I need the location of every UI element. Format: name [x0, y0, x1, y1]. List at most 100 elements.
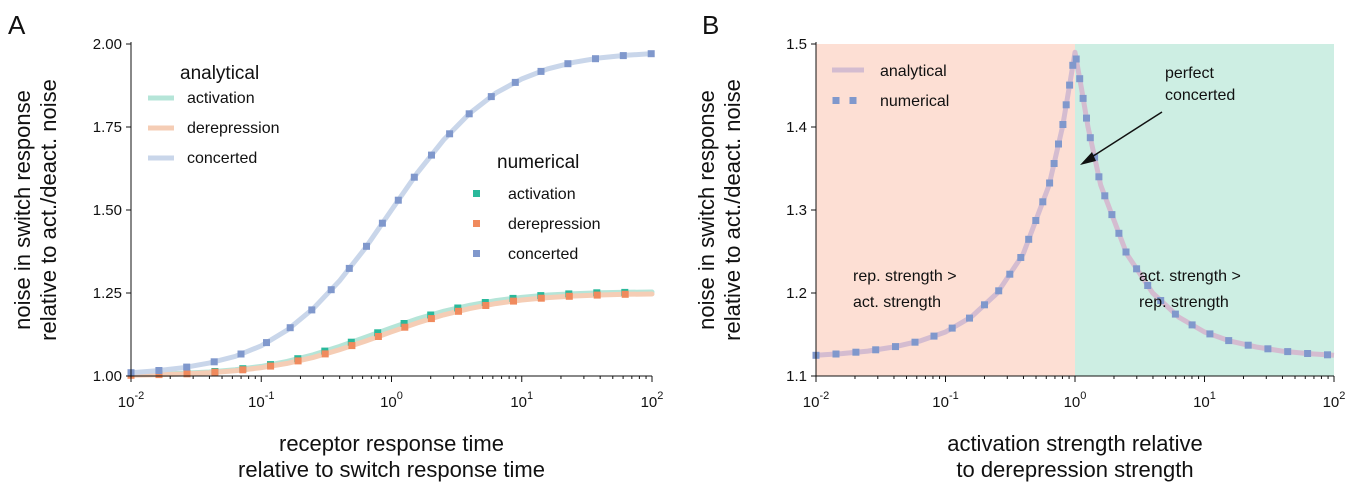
data-point-numerical — [1324, 351, 1331, 359]
panel-label-a: A — [8, 10, 26, 40]
legend-numerical-marker-activation — [473, 190, 480, 197]
panel-b-regions — [816, 44, 1334, 376]
panel-b-y-tick-label: 1.3 — [786, 202, 807, 219]
data-point-numerical — [911, 338, 919, 346]
legend-numerical-marker-derepression — [473, 220, 480, 227]
legend-numerical-label-derepression: derepression — [508, 216, 601, 233]
data-point-numerical-derepression — [593, 291, 601, 299]
data-point-numerical — [1055, 140, 1062, 148]
data-point-numerical — [1122, 248, 1130, 256]
panel-b-axes: 1.1 1.2 1.3 1.4 1.5 10-2 10-1 100 101 102 noise in… — [694, 36, 1345, 482]
data-point-numerical-activation — [374, 329, 382, 337]
data-point-numerical — [1144, 282, 1152, 289]
annotation-arrow-head — [1080, 152, 1096, 165]
data-point-numerical — [1025, 235, 1033, 243]
data-point-numerical-concerted — [237, 350, 245, 358]
panel-a-y-tick-label: 1.25 — [93, 285, 122, 302]
data-point-numerical-concerted — [564, 60, 572, 68]
panel-a-y-tick-label: 2.00 — [93, 36, 122, 53]
panel-b-y-tick-label: 1.4 — [786, 119, 807, 136]
data-point-numerical — [1050, 160, 1058, 167]
data-point-numerical-concerted — [487, 93, 495, 101]
data-point-numerical-derepression — [565, 292, 573, 300]
data-point-numerical — [966, 314, 973, 322]
data-point-numerical — [930, 332, 938, 340]
panel-b-x-tick-label: 101 — [1193, 390, 1216, 411]
panel-a-x-axis-title: receptor response time — [279, 431, 504, 456]
data-point-numerical-concerted — [345, 264, 353, 272]
data-point-numerical — [872, 346, 880, 354]
panel-b-annotations: perfect concerted rep. strength > act. stre… — [853, 65, 1241, 311]
data-point-numerical — [1171, 310, 1179, 318]
legend-marker-numerical — [849, 97, 857, 104]
data-point-numerical — [1264, 345, 1272, 353]
data-point-numerical-derepression — [155, 371, 163, 379]
panel-b: B 1.1 1.2 1.3 1.4 1.5 10-2 10-1 100 101 102 noise … — [694, 10, 1345, 482]
data-point-numerical — [1079, 94, 1087, 102]
data-point-numerical-derepression — [401, 323, 409, 331]
data-point-numerical — [1006, 270, 1014, 278]
panel-b-x-tick-label: 10-1 — [932, 390, 958, 411]
data-point-numerical — [1157, 297, 1165, 304]
annotation-perfect-concerted: concerted — [1165, 87, 1235, 104]
data-point-numerical-concerted — [465, 110, 473, 118]
data-point-numerical — [1076, 75, 1084, 83]
data-point-numerical — [1284, 348, 1292, 356]
data-point-numerical-derepression — [348, 342, 356, 350]
data-point-numerical-concerted — [511, 78, 519, 86]
data-point-numerical — [1244, 341, 1252, 349]
annotation-arrow-line — [1086, 111, 1163, 161]
data-point-numerical-derepression — [211, 368, 219, 376]
data-point-numerical — [1225, 337, 1233, 345]
data-point-numerical-concerted — [363, 242, 370, 250]
data-point-numerical — [1115, 229, 1123, 237]
legend-marker-numerical — [832, 97, 840, 104]
panel-a-series — [127, 50, 655, 379]
data-point-numerical — [948, 324, 956, 332]
data-point-numerical-concerted — [378, 219, 386, 227]
data-point-numerical-concerted — [647, 50, 655, 58]
data-point-numerical-derepression — [621, 290, 629, 298]
data-point-numerical-derepression — [427, 315, 435, 323]
annotation-act-gt-rep: rep. strength — [1139, 294, 1229, 311]
data-point-numerical-concerted — [210, 358, 218, 366]
data-point-numerical — [852, 348, 860, 356]
legend-numerical-marker-concerted — [473, 250, 480, 257]
data-point-numerical — [1083, 114, 1090, 122]
legend-label-analytical: analytical — [880, 63, 947, 80]
data-point-numerical — [832, 350, 840, 358]
panel-a: A 1.00 1.25 1.50 1.75 2.00 10-2 10-1 100 101 102 n… — [8, 10, 663, 482]
data-point-numerical — [1206, 330, 1214, 338]
data-point-numerical-concerted — [537, 67, 545, 75]
data-point-numerical-concerted — [446, 130, 454, 138]
panel-b-x-axis-title: activation strength relative — [947, 431, 1203, 456]
panel-label-b: B — [702, 10, 719, 40]
data-point-numerical-concerted — [183, 363, 191, 371]
data-point-numerical-derepression — [374, 333, 382, 340]
data-point-numerical — [1086, 134, 1094, 142]
panel-a-x-tick-label: 100 — [380, 390, 403, 411]
data-point-numerical — [995, 287, 1003, 295]
panel-b-y-tick-label: 1.5 — [786, 36, 807, 53]
annotation-act-gt-rep: act. strength > — [1139, 268, 1241, 285]
data-point-numerical-concerted — [155, 367, 163, 374]
data-point-numerical-concerted — [428, 151, 435, 159]
annotation-perfect-concerted: perfect — [1165, 65, 1214, 82]
data-point-numerical-activation — [400, 320, 408, 327]
data-point-numerical — [1133, 265, 1141, 273]
data-point-numerical — [1108, 211, 1116, 219]
data-point-numerical — [1062, 101, 1070, 109]
annotation-rep-gt-act: act. strength — [853, 294, 941, 311]
data-point-numerical-concerted — [592, 55, 599, 63]
region-act-dominant — [1075, 44, 1334, 376]
panel-a-x-tick-label: 102 — [641, 390, 664, 411]
data-point-numerical-derepression — [294, 357, 302, 365]
region-rep-dominant — [816, 44, 1075, 376]
data-point-numerical-activation — [427, 311, 435, 319]
panel-a-x-axis-title: relative to switch response time — [238, 457, 545, 482]
legend-label-numerical: numerical — [880, 93, 949, 110]
data-point-numerical-derepression — [482, 302, 490, 309]
data-point-numerical — [1091, 153, 1099, 161]
data-point-numerical-concerted — [394, 196, 402, 204]
panel-b-legend: analytical numerical — [832, 63, 949, 110]
